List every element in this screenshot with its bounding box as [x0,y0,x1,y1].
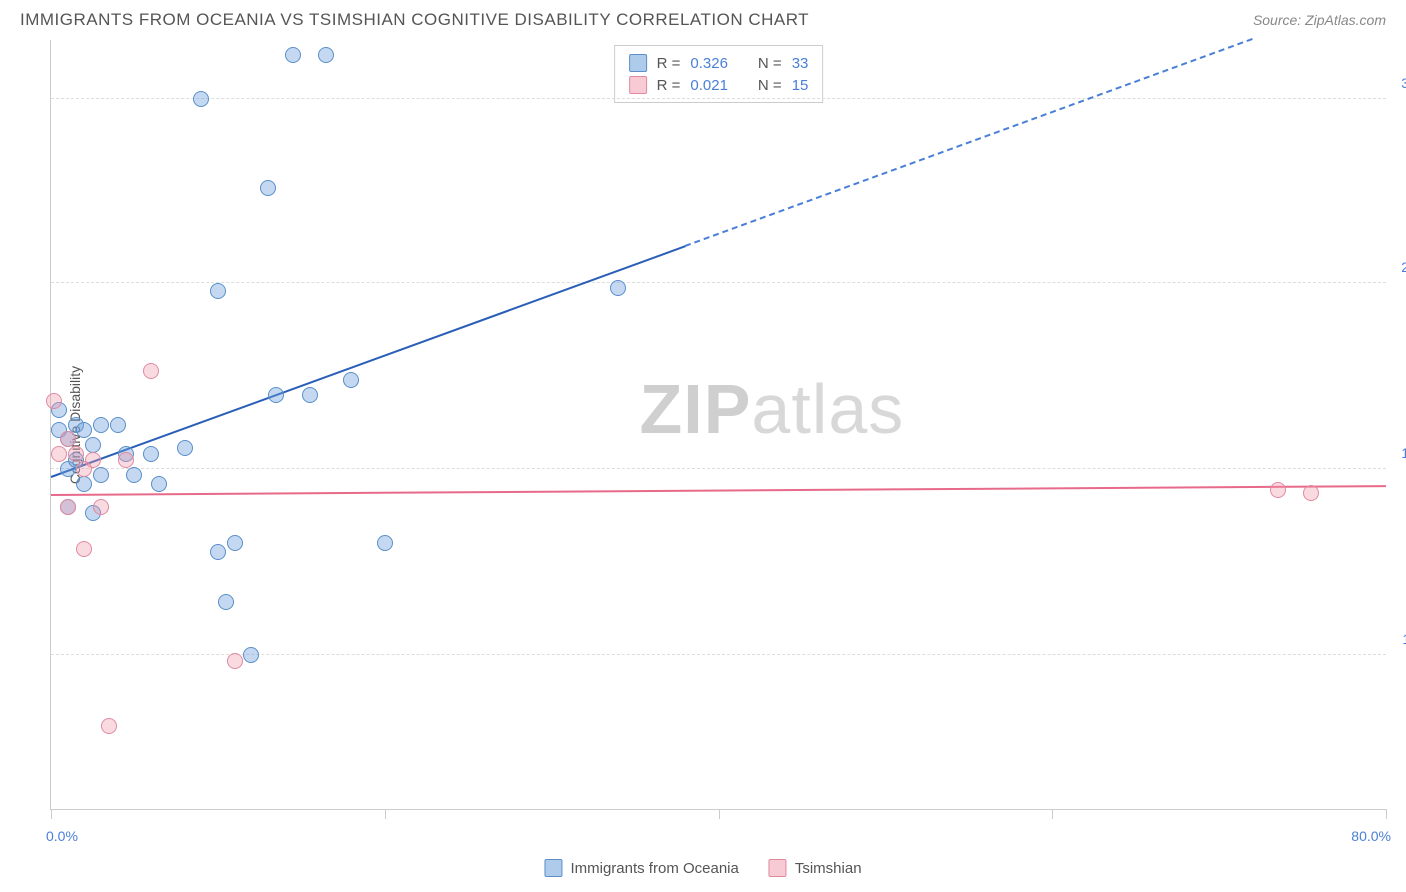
data-point [260,180,276,196]
chart-title: IMMIGRANTS FROM OCEANIA VS TSIMSHIAN COG… [20,10,809,30]
data-point [302,387,318,403]
data-point [126,467,142,483]
data-point [101,718,117,734]
y-tick-label: 17.5% [1401,445,1406,461]
data-point [60,499,76,515]
source-attribution: Source: ZipAtlas.com [1253,12,1386,28]
swatch-icon [769,859,787,877]
swatch-icon [629,76,647,94]
scatter-chart: Cognitive Disability ZIPatlas R = 0.326 … [50,40,1386,810]
x-tick [719,809,720,819]
legend-row: R = 0.326 N = 33 [629,52,809,74]
data-point [143,446,159,462]
data-point [227,535,243,551]
data-point [218,594,234,610]
y-tick-label: 30.0% [1401,75,1406,91]
data-point [93,499,109,515]
data-point [610,280,626,296]
data-point [110,417,126,433]
x-tick [1052,809,1053,819]
legend-item: Immigrants from Oceania [544,859,738,877]
series-legend: Immigrants from Oceania Tsimshian [544,859,861,877]
data-point [151,476,167,492]
x-tick [51,809,52,819]
data-point [118,452,134,468]
data-point [243,647,259,663]
correlation-legend: R = 0.326 N = 33 R = 0.021 N = 15 [614,45,824,103]
data-point [285,47,301,63]
grid-line [51,282,1386,283]
data-point [343,372,359,388]
data-point [143,363,159,379]
y-tick-label: 11.2% [1402,631,1406,647]
data-point [76,461,92,477]
swatch-icon [544,859,562,877]
chart-header: IMMIGRANTS FROM OCEANIA VS TSIMSHIAN COG… [0,0,1406,35]
x-tick [1386,809,1387,819]
data-point [193,91,209,107]
data-point [76,422,92,438]
legend-row: R = 0.021 N = 15 [629,74,809,96]
trend-line [51,245,686,478]
trend-line [51,485,1386,496]
data-point [85,437,101,453]
data-point [318,47,334,63]
legend-item: Tsimshian [769,859,862,877]
data-point [1270,482,1286,498]
swatch-icon [629,54,647,72]
data-point [177,440,193,456]
data-point [76,541,92,557]
data-point [227,653,243,669]
data-point [60,431,76,447]
data-point [93,467,109,483]
data-point [46,393,62,409]
data-point [76,476,92,492]
data-point [1303,485,1319,501]
data-point [268,387,284,403]
data-point [68,446,84,462]
data-point [210,283,226,299]
watermark: ZIPatlas [640,369,905,449]
grid-line [51,98,1386,99]
x-axis-max-label: 80.0% [1351,828,1391,844]
data-point [93,417,109,433]
data-point [210,544,226,560]
data-point [51,446,67,462]
y-tick-label: 23.8% [1401,259,1406,275]
grid-line [51,468,1386,469]
data-point [377,535,393,551]
x-tick [385,809,386,819]
x-axis-min-label: 0.0% [46,828,78,844]
